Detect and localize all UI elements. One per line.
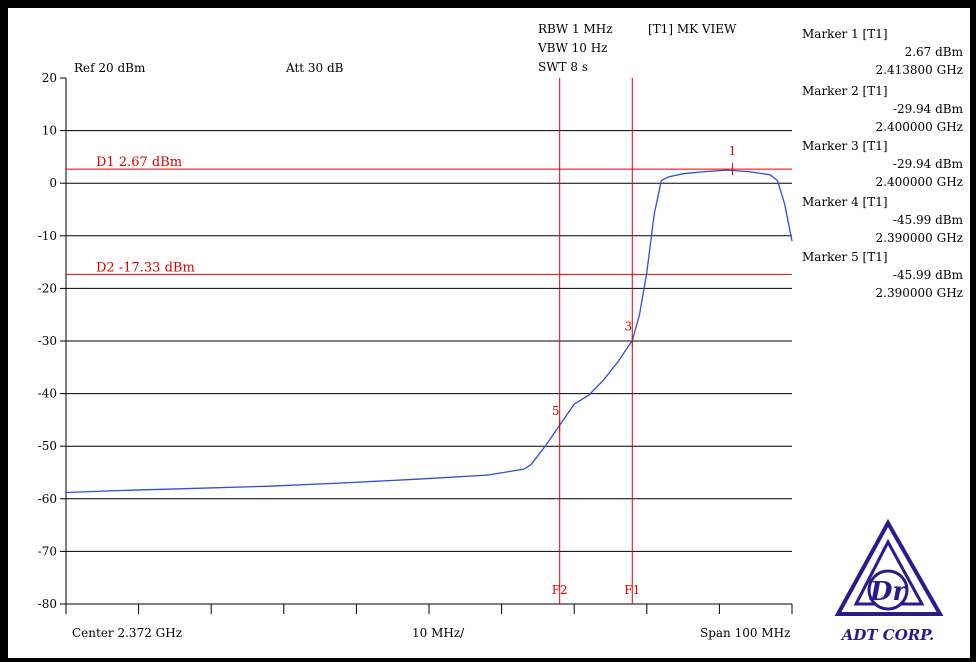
ref-level-label: Ref 20 dBm <box>74 61 146 75</box>
y-tick-label: -80 <box>38 597 57 611</box>
marker-5-label: 5 <box>552 404 560 418</box>
marker-4-title: Marker 4 [T1] <box>802 195 888 209</box>
marker-4-frequency: 2.390000 GHz <box>876 231 963 245</box>
display-lines: D1 2.67 dBm D2 -17.33 dBm F2 F1 <box>66 78 792 604</box>
display-line-label-2: D2 -17.33 dBm <box>96 260 195 275</box>
marker-5-level: -45.99 dBm <box>893 268 964 282</box>
display-line-label-1: D1 2.67 dBm <box>96 155 182 170</box>
div-label: 10 MHz/ <box>412 626 465 640</box>
marker-1-label: 1 <box>729 144 737 158</box>
y-tick-label: -30 <box>38 334 57 348</box>
vbw-label: VBW 10 Hz <box>537 41 608 55</box>
swt-label: SWT 8 s <box>538 60 588 74</box>
marker-2-level: -29.94 dBm <box>893 102 964 116</box>
grid-lines <box>60 77 792 605</box>
marker-1-title: Marker 1 [T1] <box>802 27 888 41</box>
rbw-label: RBW 1 MHz <box>538 22 613 36</box>
marker-3-label: 3 <box>624 320 632 334</box>
center-frequency-label: Center 2.372 GHz <box>72 626 182 640</box>
logo-circle <box>867 569 909 611</box>
y-tick-label: 20 <box>42 71 57 85</box>
logo-outer-triangle <box>834 518 944 616</box>
plot-panel: Ref 20 dBm Att 30 dB RBW 1 MHz VBW 10 Hz… <box>8 8 970 658</box>
y-tick-label: -60 <box>38 492 57 506</box>
plot-axes <box>65 78 793 614</box>
trace-mode-label: [T1] MK VIEW <box>648 22 737 36</box>
y-tick-labels: 20 10 0 -10 -20 -30 -40 -50 -60 -70 -80 <box>38 71 57 611</box>
y-tick-label: -10 <box>38 229 57 243</box>
marker-5-frequency: 2.390000 GHz <box>876 286 963 300</box>
marker-3-title: Marker 3 [T1] <box>802 139 888 153</box>
y-tick-label: 0 <box>49 176 57 190</box>
attenuation-label: Att 30 dB <box>285 61 344 75</box>
adt-logo: Dr ADT CORP. <box>834 518 944 644</box>
marker-2-title: Marker 2 [T1] <box>802 84 888 98</box>
marker-1-level: 2.67 dBm <box>905 45 964 59</box>
y-tick-label: 10 <box>42 124 57 138</box>
frequency-line-label-f1: F1 <box>624 583 640 597</box>
marker-3-level: -29.94 dBm <box>893 157 964 171</box>
marker-3-frequency: 2.400000 GHz <box>876 175 963 189</box>
y-tick-label: -40 <box>38 387 57 401</box>
spectrum-chart: Ref 20 dBm Att 30 dB RBW 1 MHz VBW 10 Hz… <box>38 22 964 644</box>
y-tick-label: -20 <box>38 281 57 295</box>
frequency-line-label-f2: F2 <box>552 583 568 597</box>
logo-text: ADT CORP. <box>840 626 935 644</box>
marker-4-level: -45.99 dBm <box>893 213 964 227</box>
span-label: Span 100 MHz <box>700 626 790 640</box>
marker-5-title: Marker 5 [T1] <box>802 250 888 264</box>
marker-2-frequency: 2.400000 GHz <box>876 120 963 134</box>
trace-group <box>65 169 793 494</box>
y-tick-label: -70 <box>38 544 57 558</box>
marker-readout-panel: Marker 1 [T1] 2.67 dBm 2.413800 GHz Mark… <box>802 27 964 300</box>
y-tick-label: -50 <box>38 439 57 453</box>
marker-1-frequency: 2.413800 GHz <box>876 63 963 77</box>
trace-line-1 <box>65 169 793 494</box>
logo-monogram-icon: Dr <box>869 577 909 607</box>
marker-points: 1 3 5 <box>552 144 737 432</box>
